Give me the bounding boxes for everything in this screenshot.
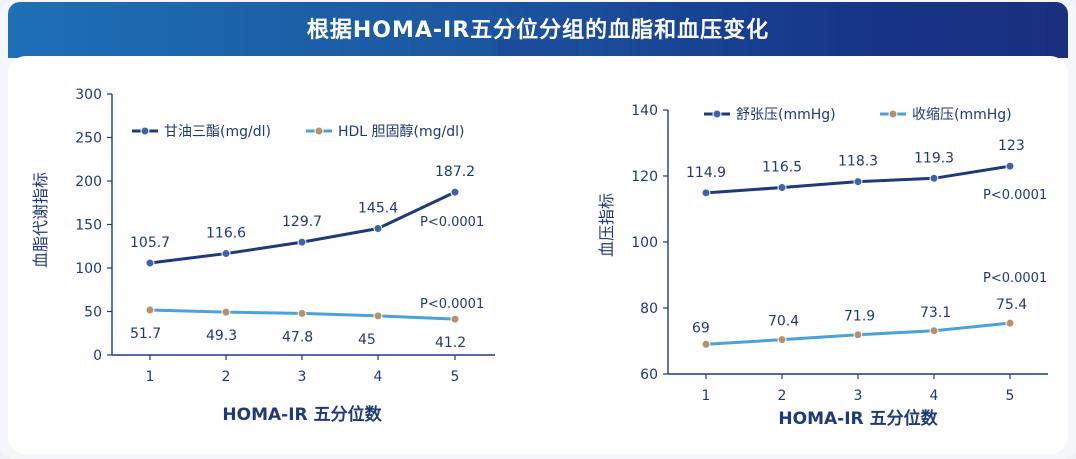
data-label: 118.3 [838,154,878,170]
y-tick-label: 80 [640,301,658,317]
x-tick-label: 1 [702,388,711,404]
page-title: 根据HOMA-IR五分位分组的血脂和血压变化 [306,18,770,43]
data-point [929,173,939,183]
y-tick-label: 140 [631,103,658,119]
legend-marker [314,126,324,136]
y-tick-label: 200 [75,174,102,190]
y-tick-label: 50 [84,305,102,321]
data-point [777,183,787,193]
data-label: 70.4 [768,314,799,330]
data-label: 116.5 [762,160,802,176]
data-label: 69 [692,320,710,336]
data-label: 75.4 [996,297,1027,313]
y-axis-title: 血脂代谢指标 [31,172,50,268]
data-label: 73.1 [920,305,951,321]
data-point [1005,318,1015,328]
x-tick-label: 4 [930,388,939,404]
data-label: 45 [358,332,376,348]
data-point [701,339,711,349]
data-label: 123 [998,138,1025,154]
data-point [221,249,231,259]
x-axis-title: HOMA-IR 五分位数 [222,404,382,425]
legend-marker [140,126,150,136]
data-point [145,258,155,268]
y-tick-label: 300 [75,87,102,103]
legend-label: 收缩压(mmHg) [912,107,1012,123]
x-tick-label: 1 [146,369,155,385]
p-value-annotation: P<0.0001 [983,188,1047,203]
x-tick-label: 3 [298,369,307,385]
y-tick-label: 100 [75,261,102,277]
data-point [1005,161,1015,171]
y-tick-label: 150 [75,218,102,234]
data-point [853,177,863,187]
x-tick-label: 4 [374,369,383,385]
p-value-annotation: P<0.0001 [983,271,1047,286]
data-point [929,326,939,336]
data-point [450,187,460,197]
x-axis-title: HOMA-IR 五分位数 [778,408,938,429]
y-tick-label: 250 [75,131,102,147]
data-point [297,308,307,318]
data-label: 187.2 [435,164,475,180]
data-point [373,224,383,234]
y-axis-title: 血压指标 [597,193,616,257]
x-tick-label: 2 [778,388,787,404]
data-point [450,314,460,324]
y-tick-label: 120 [631,169,658,185]
x-tick-label: 5 [451,369,460,385]
data-point [145,305,155,315]
data-label: 41.2 [435,335,466,351]
x-tick-label: 5 [1006,388,1015,404]
data-label: 116.6 [206,226,246,242]
data-point [297,237,307,247]
data-point [221,307,231,317]
chart-panel [8,56,1068,454]
p-value-annotation: P<0.0001 [420,297,484,312]
data-point [853,330,863,340]
y-tick-label: 0 [93,348,102,364]
legend-label: 舒张压(mmHg) [736,107,836,123]
data-label: 49.3 [206,328,237,344]
data-label: 129.7 [282,214,322,230]
y-tick-label: 100 [631,235,658,251]
data-label: 51.7 [130,326,161,342]
data-label: 114.9 [686,165,726,181]
data-label: 105.7 [130,235,170,251]
data-label: 47.8 [282,329,313,345]
data-label: 119.3 [914,150,954,166]
x-tick-label: 2 [222,369,231,385]
data-point [777,335,787,345]
legend-label: 甘油三酯(mg/dl) [164,124,271,140]
p-value-annotation: P<0.0001 [420,215,484,230]
y-tick-label: 60 [640,367,658,383]
data-point [701,188,711,198]
data-point [373,311,383,321]
legend-label: HDL 胆固醇(mg/dl) [338,123,465,140]
data-label: 145.4 [358,201,398,217]
data-label: 71.9 [844,309,875,325]
legend-marker [712,109,722,119]
legend-marker [888,109,898,119]
x-tick-label: 3 [854,388,863,404]
